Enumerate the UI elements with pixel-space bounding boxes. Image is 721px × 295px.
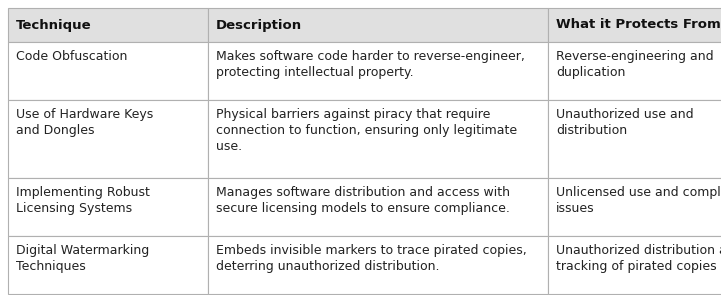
Text: Physical barriers against piracy that require: Physical barriers against piracy that re… xyxy=(216,108,490,121)
Text: Digital Watermarking: Digital Watermarking xyxy=(16,244,149,257)
Text: issues: issues xyxy=(556,202,595,215)
Bar xyxy=(548,8,721,42)
Text: Unlicensed use and compliance: Unlicensed use and compliance xyxy=(556,186,721,199)
Bar xyxy=(8,178,208,236)
Text: Reverse-engineering and: Reverse-engineering and xyxy=(556,50,714,63)
Bar xyxy=(8,8,208,42)
Text: and Dongles: and Dongles xyxy=(16,124,94,137)
Bar xyxy=(208,8,548,42)
Bar xyxy=(548,42,721,100)
Text: Unauthorized distribution and: Unauthorized distribution and xyxy=(556,244,721,257)
Text: use.: use. xyxy=(216,140,242,153)
Text: deterring unauthorized distribution.: deterring unauthorized distribution. xyxy=(216,260,440,273)
Text: duplication: duplication xyxy=(556,66,625,79)
Bar xyxy=(208,178,548,236)
Bar xyxy=(548,178,721,236)
Bar xyxy=(548,236,721,294)
Text: tracking of pirated copies: tracking of pirated copies xyxy=(556,260,717,273)
Text: Implementing Robust: Implementing Robust xyxy=(16,186,150,199)
Bar xyxy=(8,236,208,294)
Text: What it Protects From: What it Protects From xyxy=(556,19,721,32)
Bar xyxy=(208,42,548,100)
Text: Use of Hardware Keys: Use of Hardware Keys xyxy=(16,108,154,121)
Bar xyxy=(8,42,208,100)
Text: Manages software distribution and access with: Manages software distribution and access… xyxy=(216,186,510,199)
Bar xyxy=(8,100,208,178)
Text: connection to function, ensuring only legitimate: connection to function, ensuring only le… xyxy=(216,124,517,137)
Text: Unauthorized use and: Unauthorized use and xyxy=(556,108,694,121)
Text: Embeds invisible markers to trace pirated copies,: Embeds invisible markers to trace pirate… xyxy=(216,244,527,257)
Bar xyxy=(208,236,548,294)
Bar xyxy=(208,100,548,178)
Text: Techniques: Techniques xyxy=(16,260,86,273)
Text: Description: Description xyxy=(216,19,302,32)
Text: Makes software code harder to reverse-engineer,: Makes software code harder to reverse-en… xyxy=(216,50,525,63)
Text: protecting intellectual property.: protecting intellectual property. xyxy=(216,66,414,79)
Bar xyxy=(548,100,721,178)
Text: Licensing Systems: Licensing Systems xyxy=(16,202,132,215)
Text: Technique: Technique xyxy=(16,19,92,32)
Text: secure licensing models to ensure compliance.: secure licensing models to ensure compli… xyxy=(216,202,510,215)
Text: Code Obfuscation: Code Obfuscation xyxy=(16,50,128,63)
Text: distribution: distribution xyxy=(556,124,627,137)
